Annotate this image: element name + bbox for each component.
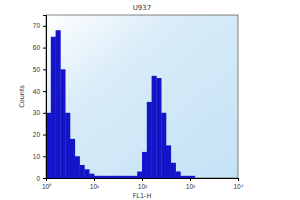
title: U937 bbox=[133, 4, 151, 12]
y-tick: 50 bbox=[33, 66, 46, 73]
histogram-bar bbox=[123, 176, 128, 178]
histogram-bar bbox=[137, 171, 142, 178]
x-tick: 10² bbox=[138, 178, 148, 190]
chart: 10⁰ 10¹ 10² 10³ 10⁴ 0 10 20 30 40 50 60 70 U937 FL1-H C… bbox=[0, 0, 300, 200]
histogram-bar bbox=[84, 169, 89, 178]
y-tick: 0 bbox=[36, 175, 46, 182]
histogram-bar bbox=[200, 178, 205, 179]
histogram-bar bbox=[152, 76, 157, 178]
plot-background bbox=[46, 15, 238, 178]
histogram-bar bbox=[180, 176, 185, 178]
y-tick-mark bbox=[43, 26, 46, 27]
histogram-bar bbox=[228, 178, 233, 179]
x-tick-label: 10⁰ bbox=[42, 183, 52, 190]
x-tick: 10³ bbox=[186, 178, 196, 190]
y-tick: 40 bbox=[33, 88, 46, 95]
x-axis: 10⁰ 10¹ 10² 10³ 10⁴ bbox=[42, 178, 244, 190]
x-axis-line bbox=[47, 179, 239, 182]
y-tick-mark bbox=[43, 48, 46, 49]
histogram-bar bbox=[70, 139, 75, 178]
y-tick-mark bbox=[43, 178, 46, 179]
histogram-bar bbox=[94, 176, 99, 178]
y-tick-label: 40 bbox=[33, 88, 41, 95]
y-tick-label: 70 bbox=[33, 22, 41, 29]
y-axis: 0 10 20 30 40 50 60 70 bbox=[33, 16, 47, 182]
histogram-bar bbox=[75, 156, 80, 178]
y-tick-mark bbox=[43, 135, 46, 136]
y-tick-label: 60 bbox=[33, 44, 41, 51]
x-tick-label: 10³ bbox=[186, 183, 196, 190]
histogram-bar bbox=[118, 176, 123, 178]
bars bbox=[46, 30, 195, 178]
y-tick-mark bbox=[43, 69, 46, 70]
histogram-bar bbox=[113, 176, 118, 178]
y-tick-mark bbox=[43, 91, 46, 92]
y-tick-mark bbox=[43, 113, 46, 114]
x-tick-mark bbox=[190, 178, 191, 181]
y-tick: 20 bbox=[33, 131, 46, 138]
x-axis-title: FL1-H bbox=[133, 192, 152, 200]
x-tick-mark bbox=[238, 178, 239, 181]
histogram-bar bbox=[51, 37, 56, 178]
histogram-bar bbox=[104, 176, 109, 178]
histogram-bar bbox=[161, 113, 166, 178]
histogram-bar bbox=[60, 69, 65, 178]
histogram-bar bbox=[56, 30, 61, 178]
histogram-bar bbox=[195, 178, 200, 179]
histogram-bar bbox=[209, 178, 214, 179]
histogram-bar bbox=[89, 174, 94, 178]
histogram-bar bbox=[142, 152, 147, 178]
x-tick-mark bbox=[94, 178, 95, 181]
x-tick-label: 10² bbox=[138, 183, 148, 190]
histogram-bar bbox=[156, 78, 161, 178]
x-tick-label: 10¹ bbox=[90, 183, 100, 190]
y-tick-mark bbox=[43, 156, 46, 157]
histogram-bar bbox=[190, 176, 195, 178]
histogram-bar bbox=[147, 102, 152, 178]
histogram-bar bbox=[171, 163, 176, 178]
y-tick-label: 20 bbox=[33, 131, 41, 138]
y-tick: 30 bbox=[33, 109, 46, 116]
y-axis-title: Counts bbox=[18, 85, 26, 108]
x-tick-label: 10⁴ bbox=[233, 183, 243, 190]
y-tick: 10 bbox=[33, 153, 46, 160]
histogram-bar bbox=[233, 178, 238, 179]
histogram-bar bbox=[176, 171, 181, 178]
y-tick-label: 50 bbox=[33, 66, 41, 73]
histogram-bar bbox=[80, 165, 85, 178]
x-tick: 10⁴ bbox=[233, 178, 243, 190]
histogram-bar bbox=[185, 176, 190, 178]
y-tick-label: 30 bbox=[33, 109, 41, 116]
y-axis-line bbox=[43, 16, 47, 179]
histogram-bar bbox=[204, 178, 209, 179]
y-tick-label: 0 bbox=[36, 175, 40, 182]
histogram-bar bbox=[224, 178, 229, 179]
x-tick: 10⁰ bbox=[42, 178, 52, 190]
y-tick: 60 bbox=[33, 44, 46, 51]
histogram-bar bbox=[214, 178, 219, 179]
histogram-bar bbox=[166, 145, 171, 178]
histogram-bar bbox=[99, 176, 104, 178]
x-tick: 10¹ bbox=[90, 178, 100, 190]
x-tick-mark bbox=[142, 178, 143, 181]
histogram-bar bbox=[132, 176, 137, 178]
histogram-bar bbox=[128, 176, 133, 178]
histogram-bar bbox=[219, 178, 224, 179]
y-tick: 70 bbox=[33, 22, 46, 29]
histogram-bar bbox=[65, 113, 70, 178]
plot: 10⁰ 10¹ 10² 10³ 10⁴ 0 10 20 30 40 50 60 70 bbox=[33, 15, 244, 190]
histogram-bar bbox=[108, 176, 113, 178]
y-tick-label: 10 bbox=[33, 153, 41, 160]
